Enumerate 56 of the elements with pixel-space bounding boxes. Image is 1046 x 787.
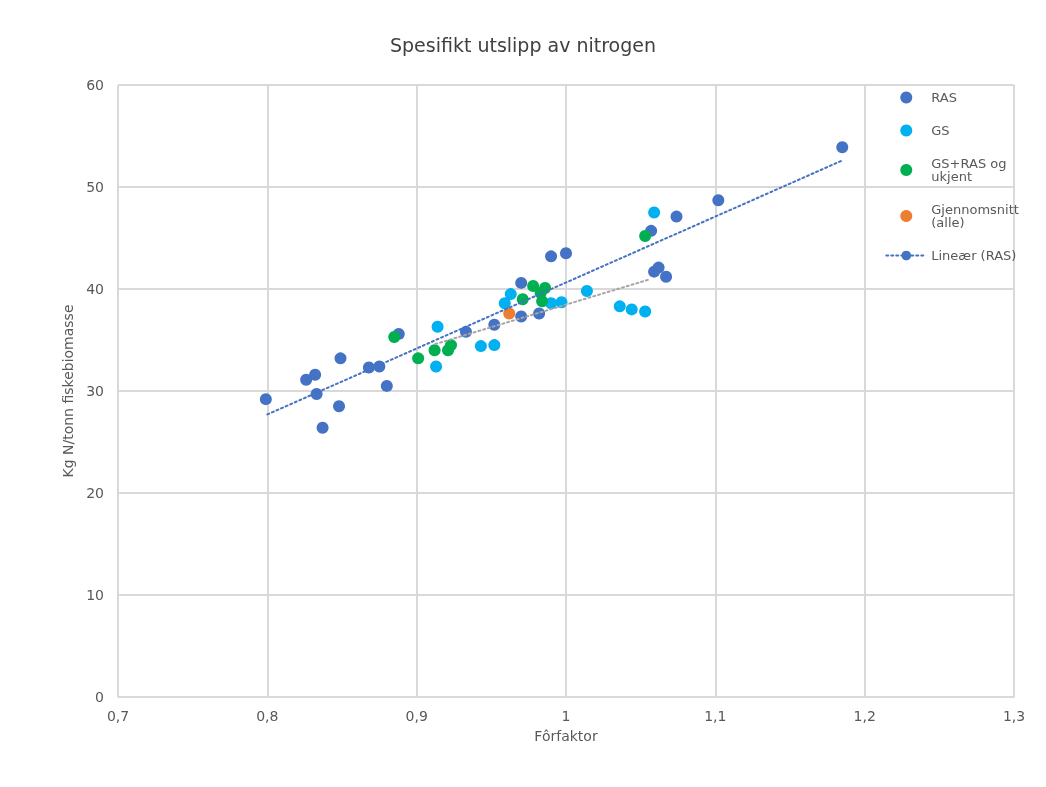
x-tick-label: 1 (561, 708, 571, 724)
x-tick-label: 0,7 (106, 708, 130, 724)
point (380, 379, 393, 392)
chart-title: Spesifikt utslipp av nitrogen (389, 33, 657, 56)
point (300, 373, 313, 386)
point (504, 288, 517, 301)
point (428, 344, 441, 357)
point (545, 250, 558, 263)
point (580, 285, 593, 298)
point (412, 352, 425, 365)
point (527, 279, 540, 292)
y-tick-label: 60 (86, 77, 104, 93)
point (625, 303, 638, 316)
point (388, 330, 401, 343)
y-tick-label: 10 (86, 587, 104, 603)
point (488, 339, 501, 352)
point (309, 368, 322, 381)
y-tick-label: 20 (86, 485, 104, 501)
x-tick-label: 1,1 (704, 708, 727, 724)
legend-label: Lineær (RAS) (931, 248, 1017, 263)
legend-label: RAS (931, 90, 957, 105)
point (333, 400, 346, 413)
point (503, 307, 516, 320)
point (536, 295, 549, 308)
point (652, 261, 665, 274)
point (334, 352, 347, 365)
y-tick-label: 0 (95, 689, 104, 705)
y-tick-label: 40 (86, 281, 104, 297)
point (660, 270, 673, 283)
point (498, 297, 511, 310)
legend-label: GS+RAS og ukjent (931, 156, 1011, 184)
point (445, 339, 458, 352)
x-tick-label: 1,3 (1002, 708, 1026, 724)
point (712, 194, 725, 207)
point (648, 206, 661, 219)
x-tick-label: 1,2 (853, 708, 876, 724)
x-tick-label: 0,9 (405, 708, 428, 724)
y-tick-label: 50 (86, 179, 104, 195)
point (431, 320, 444, 333)
y-tick-label: 30 (86, 383, 104, 399)
point (836, 141, 849, 154)
point (259, 393, 272, 406)
point (474, 340, 487, 353)
legend-label: GS (931, 123, 950, 138)
point (613, 300, 626, 313)
y-axis-title: Kg N/tonn fiskebiomasse (60, 304, 77, 478)
x-tick-label: 0,8 (256, 708, 279, 724)
point (316, 421, 329, 434)
point (430, 360, 443, 373)
x-axis-title: Fôrfaktor (534, 728, 598, 744)
point (670, 210, 683, 223)
point (560, 247, 572, 260)
point (639, 305, 652, 318)
legend-label: Gjennomsnitt (alle) (931, 202, 1023, 230)
point (639, 229, 652, 242)
point (515, 276, 528, 289)
